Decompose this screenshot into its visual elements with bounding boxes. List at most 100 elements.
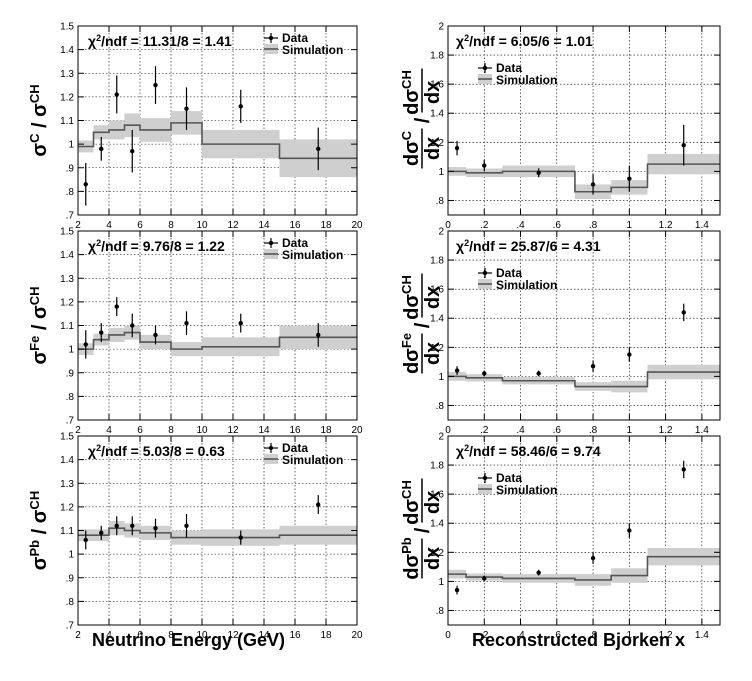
x-tick-label: 18 xyxy=(320,630,332,641)
x-tick-label: .6 xyxy=(553,425,562,436)
data-point xyxy=(114,92,119,97)
data-point xyxy=(99,146,104,152)
data-point xyxy=(536,170,541,176)
x-tick-label: .4 xyxy=(516,630,525,641)
data-point xyxy=(83,182,88,187)
y-tick-label: 1.2 xyxy=(60,502,74,513)
y-label-den: dx xyxy=(422,547,444,570)
y-tick-label: 1.4 xyxy=(430,109,444,120)
x-tick-label: 10 xyxy=(196,630,208,641)
y-tick-label: 2 xyxy=(438,22,444,33)
panel-Fe_x: .8 1 1.2 1.4 1.6 1.8 2 0 .2 .4 .6 .8 1 1.2 1.4 χ2/ndf =… xyxy=(399,227,721,436)
x-tick-label: .4 xyxy=(516,220,525,231)
panel-C_x: .8 1 1.2 1.4 1.6 1.8 2 0 .2 .4 .6 .8 1 1.2 1.4 χ2/ndf =… xyxy=(399,22,721,231)
y-tick-label: 1.5 xyxy=(60,227,74,238)
legend-data-marker xyxy=(482,270,488,276)
y-tick-label: 1.2 xyxy=(60,297,74,308)
y-tick-label: 1.1 xyxy=(60,116,74,127)
legend-simulation-label: Simulation xyxy=(282,43,343,57)
y-tick-label: 1.8 xyxy=(430,461,444,472)
y-tick-label: 1.5 xyxy=(60,432,74,443)
x-tick-label: 14 xyxy=(258,630,270,641)
simulation-line xyxy=(78,527,357,539)
data-point xyxy=(130,323,135,328)
y-tick-label: 1.2 xyxy=(60,92,74,103)
y-tick-label: .7 xyxy=(66,211,75,222)
legend-data-label: Data xyxy=(496,61,522,75)
y-tick-label: .9 xyxy=(66,573,75,584)
y-tick-label: 1.4 xyxy=(60,45,74,56)
data-point xyxy=(114,523,119,528)
x-tick-label: 8 xyxy=(168,220,174,231)
x-tick-label: 1.2 xyxy=(659,630,673,641)
legend-simulation-label: Simulation xyxy=(496,278,557,292)
y-axis-label: σC / σCH xyxy=(27,84,51,156)
x-axis-title-right: Reconstructed Bjorken x xyxy=(472,630,686,650)
data-point xyxy=(114,304,119,309)
chi2-label: χ2/ndf = 58.46/6 = 9.74 xyxy=(456,443,601,459)
data-point xyxy=(681,143,686,148)
legend-data-label: Data xyxy=(282,31,308,45)
y-axis-label: σPb / σCH xyxy=(27,491,51,570)
data-point xyxy=(316,146,321,152)
data-point xyxy=(238,104,243,109)
x-tick-label: 20 xyxy=(351,425,363,436)
x-tick-label: 12 xyxy=(227,220,239,231)
x-tick-label: 1 xyxy=(627,220,633,231)
plot-frame xyxy=(447,435,721,626)
x-tick-label: 14 xyxy=(258,425,270,436)
panel-Pb_energy: .7 .8 .9 1 1.1 1.2 1.3 1.4 1.5 2 4 6 8 10 12 14 16 18 20 χ2… xyxy=(27,432,363,642)
y-label-den2: dx xyxy=(422,81,444,104)
x-tick-label: 16 xyxy=(289,630,301,641)
x-tick-label: 1.2 xyxy=(659,220,673,231)
data-point xyxy=(482,163,487,168)
y-tick-label: 1.4 xyxy=(430,519,444,530)
data-point xyxy=(184,106,189,111)
x-tick-label: 4 xyxy=(106,220,112,231)
x-tick-label: .2 xyxy=(480,630,489,641)
x-tick-label: .8 xyxy=(589,425,598,436)
data-point xyxy=(536,570,541,575)
y-tick-label: 1.2 xyxy=(430,548,444,559)
y-tick-label: .8 xyxy=(66,392,75,403)
x-tick-label: 0 xyxy=(445,220,451,231)
data-point xyxy=(454,587,460,593)
y-label-slash: / xyxy=(412,527,434,533)
y-label-num: dσC xyxy=(399,130,423,166)
data-point xyxy=(482,576,487,581)
plot-frame xyxy=(447,25,721,216)
y-tick-label: 1.1 xyxy=(60,321,74,332)
y-tick-label: 1.3 xyxy=(60,69,74,80)
x-tick-label: 16 xyxy=(289,220,301,231)
x-tick-label: 10 xyxy=(196,425,208,436)
y-tick-label: .8 xyxy=(436,401,445,412)
x-tick-label: 1 xyxy=(627,630,633,641)
y-tick-label: 1.6 xyxy=(430,490,444,501)
y-tick-label: 2 xyxy=(438,432,444,443)
legend-data-label: Data xyxy=(282,236,308,250)
x-tick-label: .2 xyxy=(480,220,489,231)
data-point xyxy=(153,525,158,531)
legend-data-label: Data xyxy=(282,441,308,455)
x-tick-label: .6 xyxy=(553,220,562,231)
data-point xyxy=(184,523,189,528)
simulation-line xyxy=(448,371,720,388)
data-point xyxy=(627,352,632,357)
data-point xyxy=(238,320,243,326)
y-tick-label: 1 xyxy=(68,550,74,561)
x-tick-label: 20 xyxy=(351,630,363,641)
data-point xyxy=(316,332,321,338)
y-tick-label: 1.2 xyxy=(430,343,444,354)
y-tick-label: 1.4 xyxy=(60,455,74,466)
data-point xyxy=(238,535,243,540)
data-point xyxy=(627,176,632,181)
x-tick-label: 6 xyxy=(137,220,143,231)
data-point xyxy=(316,502,321,507)
y-tick-label: 1.4 xyxy=(430,314,444,325)
x-tick-label: 18 xyxy=(320,220,332,231)
panel-Fe_energy: .7 .8 .9 1 1.1 1.2 1.3 1.4 1.5 2 4 6 8 10 12 14 16 18 20 χ2… xyxy=(27,227,363,437)
y-tick-label: .9 xyxy=(66,368,75,379)
x-tick-label: 12 xyxy=(227,630,239,641)
